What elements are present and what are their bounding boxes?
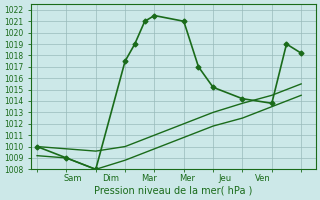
X-axis label: Pression niveau de la mer( hPa ): Pression niveau de la mer( hPa ) bbox=[94, 186, 253, 196]
